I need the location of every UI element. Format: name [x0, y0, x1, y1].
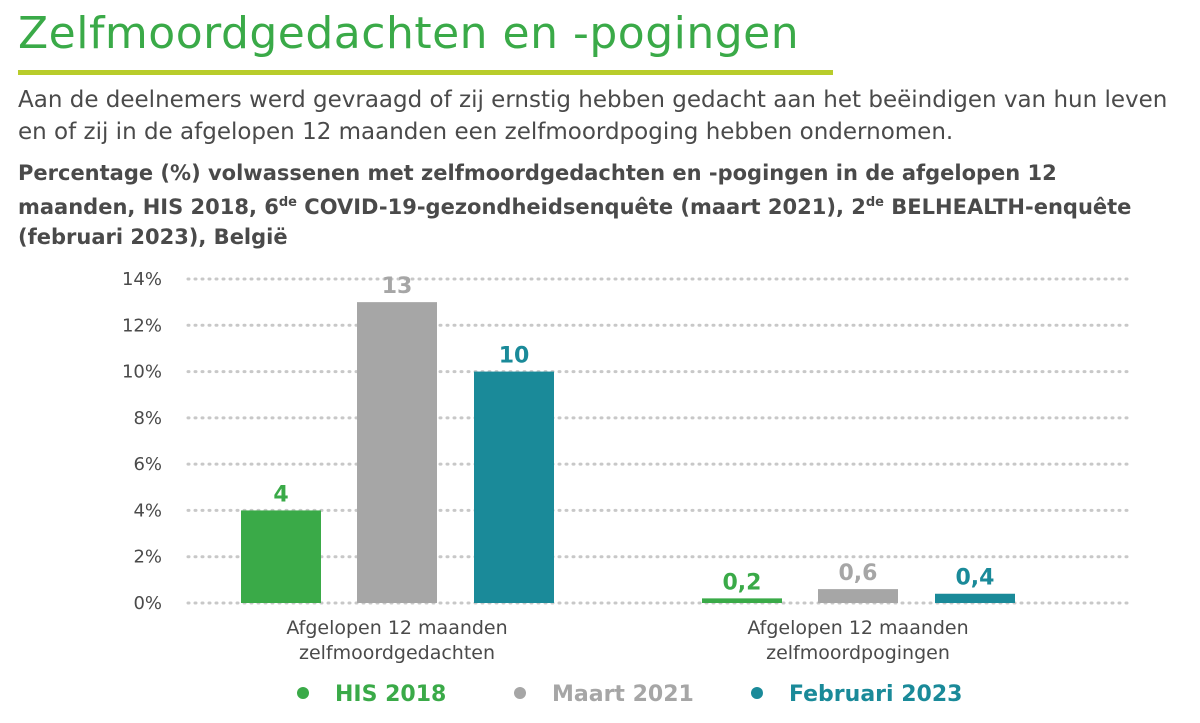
category-label: Afgelopen 12 maanden	[747, 617, 968, 639]
legend-marker	[751, 687, 763, 699]
y-tick-label: 0%	[133, 593, 162, 614]
legend-entry: Februari 2023	[789, 682, 962, 707]
bar	[935, 593, 1015, 603]
chart-title: Percentage (%) volwassenen met zelfmoord…	[18, 158, 1168, 252]
legend-marker	[297, 687, 309, 699]
y-tick-label: 12%	[122, 315, 162, 336]
category-label: Afgelopen 12 maanden	[286, 617, 507, 639]
legend-entry: HIS 2018	[335, 682, 446, 707]
data-label: 0,6	[839, 561, 878, 586]
y-tick-label: 2%	[133, 547, 162, 568]
data-label: 0,2	[723, 570, 762, 595]
y-tick-label: 10%	[122, 362, 162, 383]
data-labels: 4 0,2 13 0,6 10 0,4	[273, 274, 994, 595]
bar	[474, 371, 554, 603]
title-underline	[18, 70, 833, 75]
bars	[241, 302, 1015, 603]
data-label: 4	[273, 482, 288, 507]
data-label: 0,4	[956, 566, 995, 591]
y-tick-label: 14%	[122, 269, 162, 290]
legend: HIS 2018 Maart 2021 Februari 2023	[297, 682, 962, 707]
chart-title-part-3: BELHEALTH-enquête (februari 2023), Belgi…	[18, 195, 1132, 249]
y-tick-label: 6%	[133, 454, 162, 475]
legend-marker	[514, 687, 526, 699]
chart-title-sup-1: de	[278, 195, 297, 210]
chart-title-sup-2: de	[865, 195, 884, 210]
y-tick-label: 4%	[133, 500, 162, 521]
grid-lines	[186, 277, 1132, 605]
chart-title-part-1: Percentage (%) volwassenen met zelfmoord…	[18, 161, 1057, 219]
y-tick-label: 8%	[133, 408, 162, 429]
legend-entry: Maart 2021	[552, 682, 694, 707]
page-title: Zelfmoordgedachten en -pogingen	[18, 8, 800, 59]
category-label: zelfmoordpogingen	[766, 642, 950, 664]
y-axis-tick-labels: 0% 2% 4% 6% 8% 10% 12% 14%	[122, 269, 162, 614]
category-labels: Afgelopen 12 maanden zelfmoordgedachten Af…	[286, 617, 968, 664]
intro-text: Aan de deelnemers werd gevraagd of zij e…	[18, 87, 1168, 145]
category-label: zelfmoordgedachten	[299, 642, 495, 664]
data-label: 13	[382, 274, 413, 299]
bar	[357, 302, 437, 603]
chart-title-part-2: COVID-19-gezondheidsenquête (maart 2021)…	[296, 195, 866, 219]
bar	[702, 598, 782, 603]
bar	[241, 510, 321, 603]
data-label: 10	[499, 344, 530, 369]
bar	[818, 589, 898, 603]
